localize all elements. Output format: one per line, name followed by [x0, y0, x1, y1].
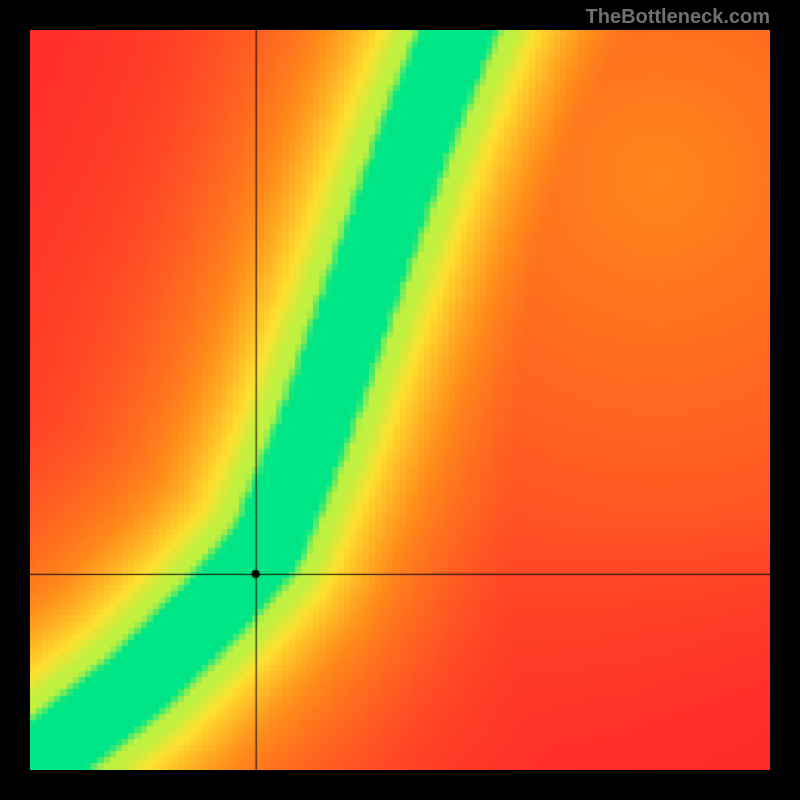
bottleneck-heatmap [30, 30, 770, 770]
watermark-text: TheBottleneck.com [586, 6, 770, 29]
